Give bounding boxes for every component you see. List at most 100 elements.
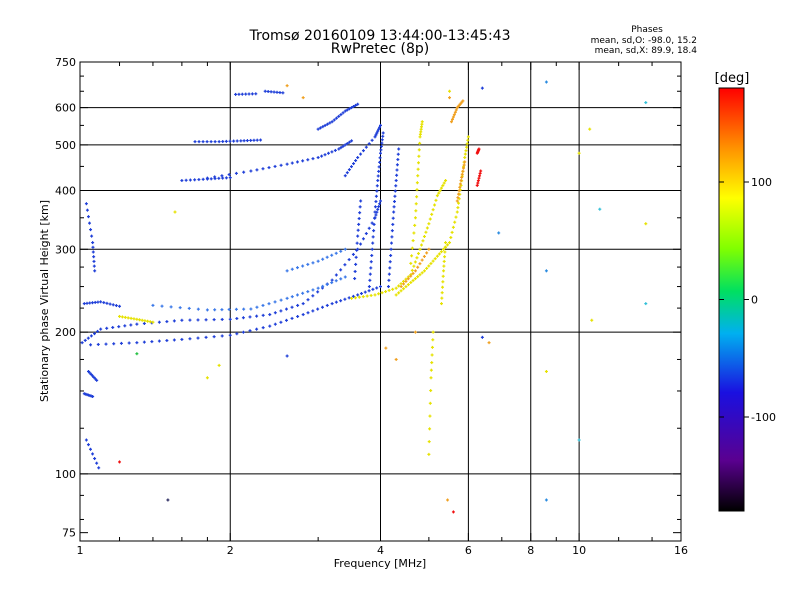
data-point bbox=[374, 213, 378, 217]
data-point bbox=[235, 317, 239, 321]
data-point bbox=[345, 171, 349, 175]
data-point bbox=[89, 228, 93, 232]
data-point bbox=[350, 296, 354, 300]
data-point bbox=[228, 333, 232, 337]
data-point bbox=[440, 291, 444, 295]
data-point bbox=[318, 126, 322, 130]
data-point bbox=[142, 322, 146, 326]
data-point bbox=[373, 210, 377, 214]
data-point bbox=[406, 283, 410, 287]
data-point bbox=[290, 161, 294, 165]
data-point bbox=[389, 254, 393, 258]
data-point bbox=[311, 294, 315, 298]
data-point bbox=[412, 264, 416, 268]
data-point bbox=[328, 121, 332, 125]
data-point bbox=[334, 273, 338, 277]
data-point bbox=[434, 198, 438, 202]
data-point bbox=[388, 260, 392, 264]
data-point bbox=[339, 299, 343, 303]
data-point bbox=[123, 324, 127, 328]
data-point bbox=[430, 212, 434, 216]
data-point bbox=[457, 189, 461, 193]
data-point bbox=[355, 248, 359, 252]
data-point bbox=[281, 91, 285, 95]
data-point bbox=[463, 156, 467, 160]
data-point bbox=[228, 317, 232, 321]
data-point bbox=[213, 177, 217, 181]
colorbar-tick-label: 100 bbox=[751, 176, 772, 189]
data-point bbox=[221, 139, 225, 143]
data-point bbox=[394, 293, 398, 297]
data-point bbox=[323, 123, 327, 127]
data-point bbox=[184, 178, 188, 182]
data-point bbox=[285, 354, 289, 358]
data-point bbox=[544, 269, 548, 273]
data-point bbox=[354, 103, 358, 107]
y-tick-label: 100 bbox=[55, 468, 76, 481]
data-point bbox=[427, 222, 431, 226]
data-point bbox=[413, 223, 417, 227]
data-point bbox=[460, 175, 464, 179]
data-point bbox=[376, 174, 380, 178]
data-point bbox=[444, 241, 448, 245]
data-point bbox=[374, 194, 378, 198]
data-point bbox=[364, 145, 368, 149]
data-point bbox=[334, 279, 338, 283]
data-point bbox=[330, 302, 334, 306]
data-point bbox=[416, 174, 420, 178]
data-point bbox=[252, 138, 256, 142]
data-point bbox=[427, 452, 431, 456]
data-point bbox=[90, 301, 94, 305]
data-point bbox=[359, 199, 363, 203]
data-point bbox=[269, 90, 273, 94]
data-point bbox=[93, 457, 97, 461]
data-point bbox=[284, 307, 288, 311]
data-point bbox=[301, 264, 305, 268]
data-point bbox=[358, 205, 362, 209]
data-point bbox=[409, 261, 413, 265]
data-point bbox=[544, 498, 548, 502]
data-point bbox=[268, 324, 272, 328]
data-point bbox=[241, 330, 245, 334]
data-point bbox=[91, 394, 95, 398]
data-point bbox=[117, 325, 121, 329]
data-point bbox=[462, 166, 466, 170]
data-point bbox=[370, 254, 374, 258]
colorbar-tick-label: -100 bbox=[751, 411, 776, 424]
data-point bbox=[248, 329, 252, 333]
data-point bbox=[99, 327, 103, 331]
data-point bbox=[386, 285, 390, 289]
data-point bbox=[188, 337, 192, 341]
data-point bbox=[88, 447, 92, 451]
data-point bbox=[644, 222, 648, 226]
y-tick-label: 200 bbox=[55, 326, 76, 339]
data-point bbox=[96, 300, 100, 304]
data-point bbox=[213, 140, 217, 144]
data-point bbox=[261, 303, 265, 307]
data-point bbox=[396, 152, 400, 156]
data-point bbox=[461, 99, 465, 103]
data-point bbox=[347, 258, 351, 262]
data-point bbox=[455, 210, 459, 214]
data-point bbox=[439, 186, 443, 190]
axes: 1 2 4 6 8 10 16 75 100 200 300 400 500 600 750 bbox=[55, 56, 688, 557]
chart-title: Tromsø 20160109 13:44:00-13:45:43 bbox=[249, 28, 511, 44]
data-point bbox=[356, 156, 360, 160]
data-point bbox=[427, 247, 431, 251]
data-point bbox=[389, 247, 393, 251]
data-point bbox=[454, 215, 458, 219]
data-point bbox=[417, 148, 421, 152]
data-point bbox=[316, 290, 320, 294]
data-point bbox=[375, 131, 379, 135]
data-point bbox=[371, 235, 375, 239]
data-point bbox=[644, 302, 648, 306]
y-tick-label: 600 bbox=[55, 102, 76, 115]
chart-subtitle: RwPretec (8p) bbox=[331, 41, 429, 57]
data-point bbox=[285, 84, 289, 88]
data-point bbox=[458, 182, 462, 186]
data-point bbox=[415, 256, 419, 260]
data-point bbox=[86, 215, 90, 219]
data-point bbox=[480, 86, 484, 90]
data-point bbox=[245, 139, 249, 143]
data-point bbox=[377, 292, 381, 296]
